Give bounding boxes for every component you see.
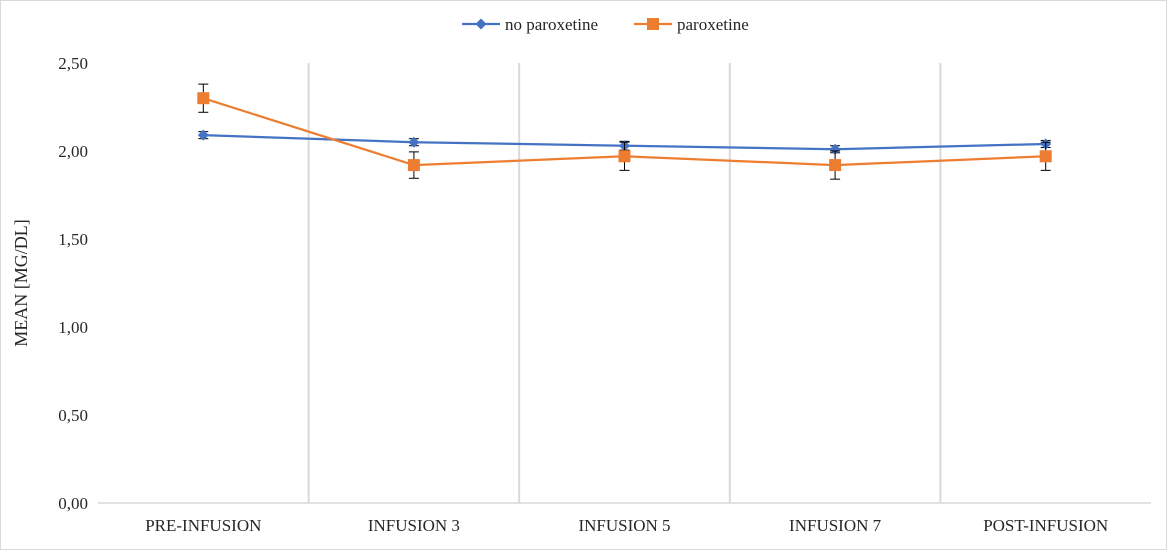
legend-item: paroxetine [634,15,749,34]
data-point [1039,150,1052,163]
series-layer [197,83,1052,180]
x-category-label: INFUSION 3 [368,516,460,535]
data-point [407,159,420,172]
y-tick-label: 0,00 [58,494,88,513]
x-category-label: POST-INFUSION [983,516,1108,535]
legend-item: no paroxetine [462,15,598,34]
data-point [618,150,631,163]
y-tick-label: 1,00 [58,318,88,337]
legend-marker [475,18,487,30]
category-gridlines [98,63,1151,504]
legend-label: no paroxetine [505,15,598,34]
legend-label: paroxetine [677,15,749,34]
y-tick-label: 2,50 [58,54,88,73]
y-axis-title: MEAN [MG/DL] [11,219,31,347]
legend-marker [647,18,659,30]
data-point [829,143,841,155]
data-point [197,129,209,141]
x-category-label: INFUSION 7 [789,516,882,535]
x-category-label: PRE-INFUSION [145,516,261,535]
data-point [829,159,842,172]
series-paroxetine [197,83,1052,180]
y-tick-label: 2,00 [58,142,88,161]
data-point [197,92,210,105]
x-axis-categories: PRE-INFUSION INFUSION 3 INFUSION 5 INFUSION… [145,516,1108,535]
y-tick-label: 0,50 [58,406,88,425]
y-tick-label: 1,50 [58,230,88,249]
x-category-label: INFUSION 5 [578,516,670,535]
y-axis-ticks: 0,00 0,50 1,00 1,50 2,00 2,50 [58,54,88,513]
data-point [408,136,420,148]
legend: no paroxetine paroxetine [462,15,749,34]
